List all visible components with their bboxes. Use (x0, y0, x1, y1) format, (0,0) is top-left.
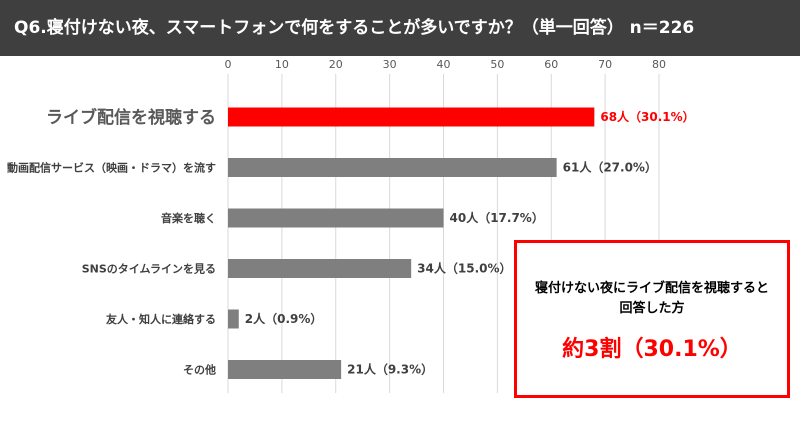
x-tick-label: 10 (275, 58, 289, 71)
bar-chart: 0 10 20 30 40 50 60 70 80 ライブ配信を視聴する 68人（30.1%） 動画配… (7, 58, 695, 393)
bar (228, 208, 444, 228)
callout-caption: 寝付けない夜にライブ配信を視聴すると回答した方 (534, 281, 769, 316)
data-label: 61人（27.0%） (563, 160, 657, 175)
x-tick-label: 0 (225, 58, 232, 71)
x-tick-label: 40 (437, 58, 451, 71)
data-label: 68人（30.1%） (600, 109, 694, 124)
x-tick-label: 50 (490, 58, 504, 71)
bar (228, 107, 595, 127)
data-label: 40人（17.7%） (450, 210, 544, 225)
x-tick-label: 20 (329, 58, 343, 71)
x-tick-label: 30 (383, 58, 397, 71)
bar (228, 158, 557, 177)
x-tick-label: 60 (544, 58, 558, 71)
callout-value: 約3割（30.1%） (562, 337, 742, 362)
category-label: SNSのタイムラインを見る (82, 263, 216, 276)
data-label: 34人（15.0%） (417, 261, 511, 276)
category-label: その他 (183, 363, 216, 377)
data-label: 21人（9.3%） (347, 362, 433, 377)
chart-title: Q6.寝付けない夜、スマートフォンで何をすることが多いですか？（単一回答） n＝… (0, 0, 800, 56)
bar (228, 360, 342, 379)
highlight-callout: 寝付けない夜にライブ配信を視聴すると回答した方 約3割（30.1%） (514, 240, 790, 398)
x-tick-label: 80 (652, 58, 666, 71)
category-label: 友人・知人に連絡する (106, 312, 216, 326)
category-label: 音楽を聴く (161, 211, 216, 225)
category-label: ライブ配信を視聴する (46, 107, 216, 128)
bar (228, 259, 412, 278)
data-label: 2人（0.9%） (245, 311, 323, 326)
x-tick-label: 70 (598, 58, 612, 71)
category-label: 動画配信サービス（映画・ドラマ）を流す (7, 161, 216, 175)
bar (228, 309, 239, 329)
